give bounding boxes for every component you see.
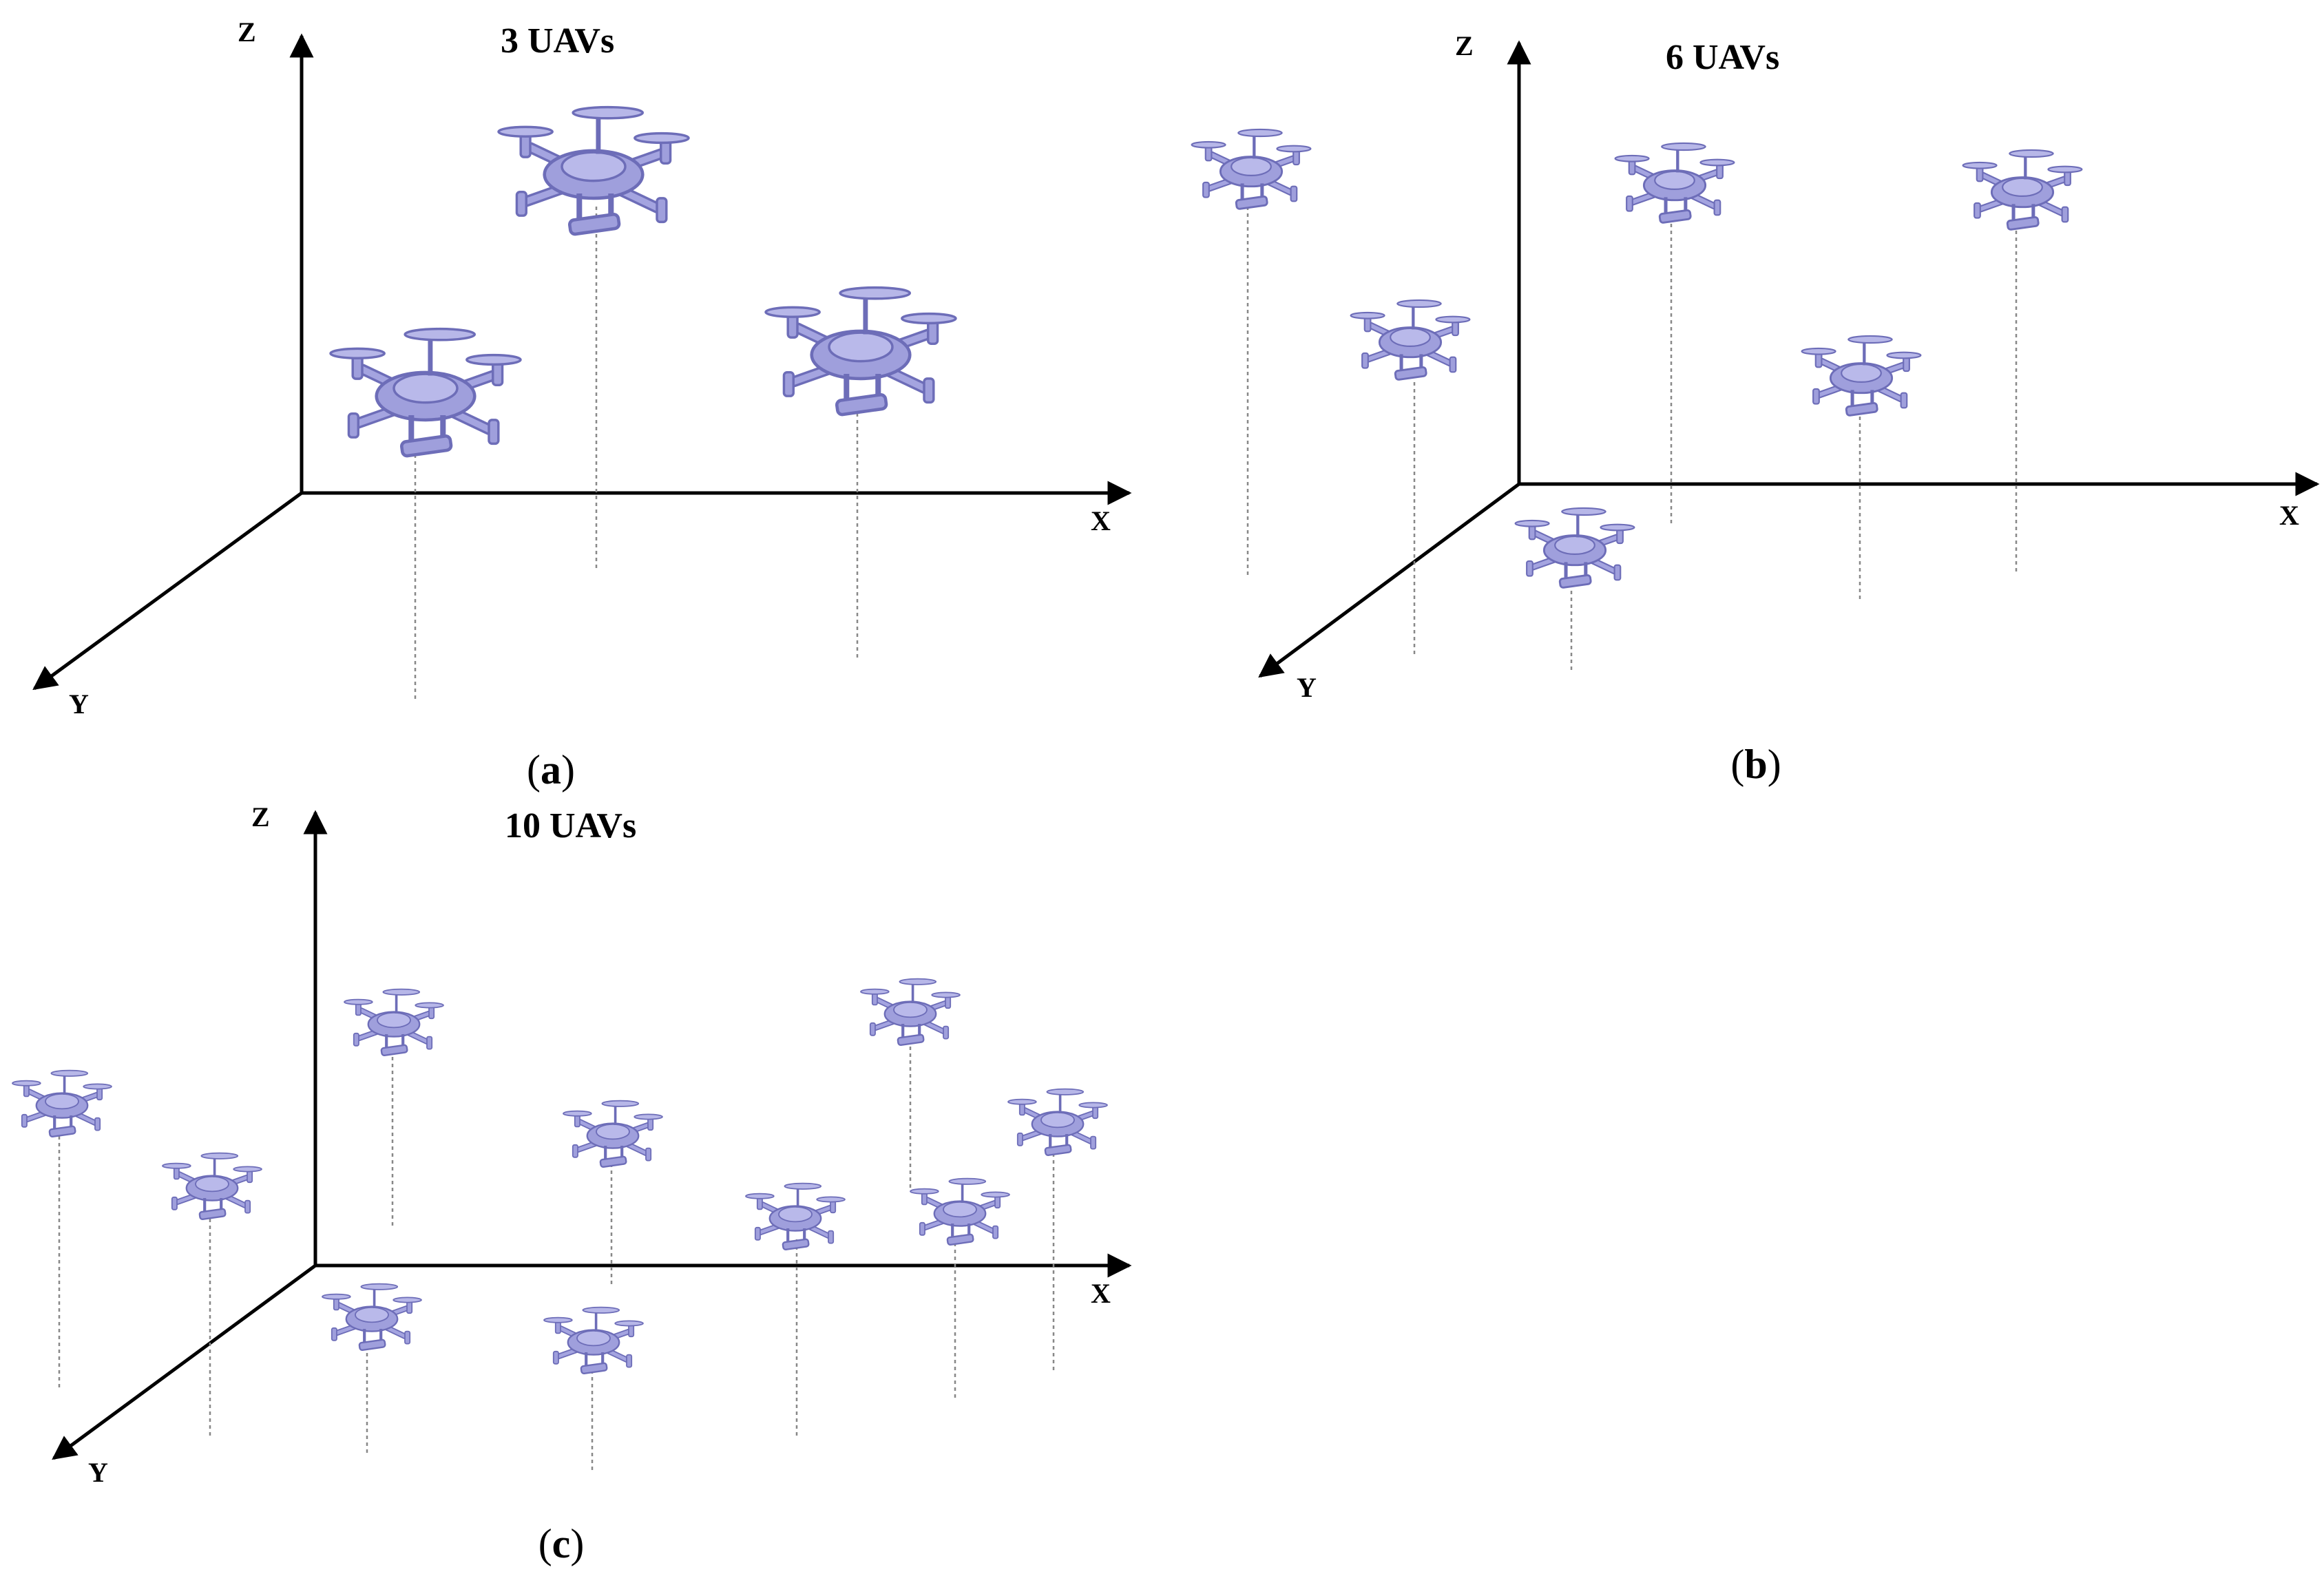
quadcopter-drone-icon bbox=[746, 1184, 845, 1250]
quadcopter-drone-icon bbox=[910, 1179, 1009, 1246]
caption-b: (b) bbox=[1730, 742, 1781, 787]
panel-b: Z X Y 6 UAVs (b) bbox=[1192, 30, 2320, 787]
x-axis-label: X bbox=[1091, 505, 1111, 536]
quadcopter-drone-icon bbox=[163, 1153, 262, 1220]
quadcopter-drone-icon bbox=[1351, 300, 1470, 380]
uav-group bbox=[12, 979, 1107, 1374]
caption-c: (c) bbox=[538, 1521, 585, 1566]
drop-lines bbox=[414, 207, 859, 702]
svg-text:(c): (c) bbox=[538, 1521, 585, 1566]
quadcopter-drone-icon bbox=[331, 329, 521, 456]
y-axis-label: Y bbox=[69, 689, 89, 720]
quadcopter-drone-icon bbox=[344, 989, 443, 1056]
quadcopter-drone-icon bbox=[12, 1071, 112, 1137]
svg-text:(b): (b) bbox=[1730, 742, 1781, 787]
drop-lines bbox=[1246, 207, 2018, 671]
axes-panel-a bbox=[32, 33, 1132, 691]
uav-group bbox=[1192, 129, 2082, 588]
panel-a: Z X Y 3 UAVs (a) bbox=[32, 17, 1132, 792]
panel-c: Z X Y 10 UAVs ( bbox=[12, 801, 1132, 1566]
quadcopter-drone-icon bbox=[1963, 150, 2082, 230]
panel-title: 3 UAVs bbox=[501, 21, 614, 61]
quadcopter-drone-icon bbox=[1615, 143, 1735, 223]
quadcopter-drone-icon bbox=[1802, 336, 1921, 416]
quadcopter-drone-icon bbox=[766, 288, 956, 415]
axes-panel-b bbox=[1258, 40, 2320, 678]
z-axis-label: Z bbox=[1455, 30, 1474, 61]
quadcopter-drone-icon bbox=[1516, 508, 1635, 588]
x-axis-label: X bbox=[2279, 500, 2299, 531]
x-axis-label: X bbox=[1091, 1278, 1111, 1309]
svg-text:(a): (a) bbox=[527, 747, 575, 792]
drop-lines bbox=[58, 1040, 1055, 1473]
uav-group bbox=[331, 107, 956, 456]
quadcopter-drone-icon bbox=[861, 979, 960, 1046]
z-axis-label: Z bbox=[238, 17, 256, 48]
caption-a: (a) bbox=[527, 747, 575, 792]
quadcopter-drone-icon bbox=[1008, 1089, 1107, 1156]
quadcopter-drone-icon bbox=[499, 107, 689, 235]
panel-title: 6 UAVs bbox=[1666, 38, 1779, 77]
quadcopter-drone-icon bbox=[1192, 129, 1311, 209]
quadcopter-drone-icon bbox=[563, 1101, 662, 1168]
z-axis-label: Z bbox=[251, 801, 270, 832]
axes-panel-c bbox=[52, 810, 1132, 1460]
quadcopter-drone-icon bbox=[544, 1308, 643, 1374]
y-axis-label: Y bbox=[1297, 672, 1317, 703]
quadcopter-drone-icon bbox=[322, 1284, 421, 1351]
panel-title: 10 UAVs bbox=[505, 806, 636, 846]
y-axis-label: Y bbox=[88, 1457, 108, 1488]
